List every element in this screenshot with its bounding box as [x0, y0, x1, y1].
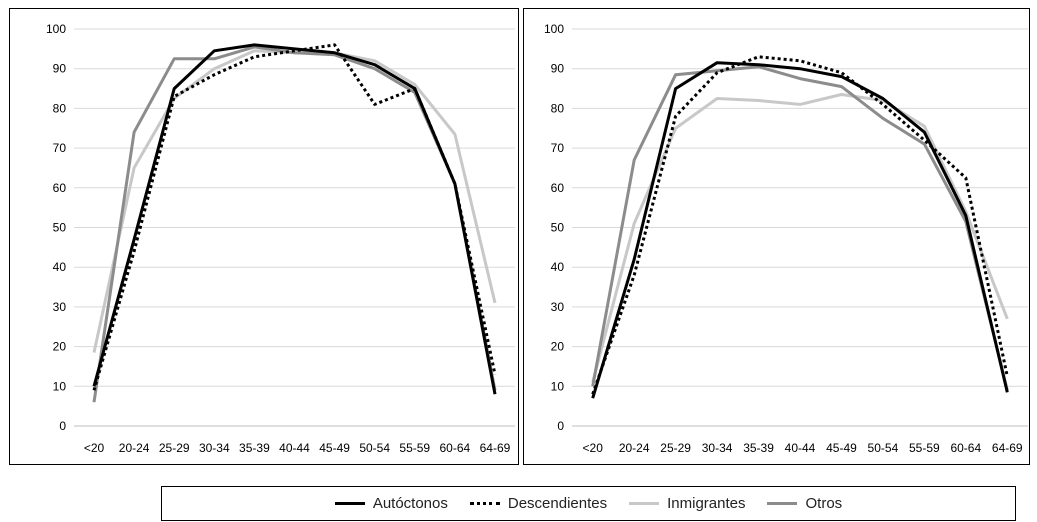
- right-chart-ytick-80: 80: [551, 101, 565, 115]
- right-chart-series-inmigrantes: [591, 93, 1009, 383]
- left-chart-ytick-0: 0: [59, 419, 66, 433]
- left-chart-xtick-64-69: 64-69: [480, 441, 511, 455]
- left-chart-xtick-25-29: 25-29: [159, 441, 190, 455]
- legend-item-otros: Otros: [767, 495, 842, 512]
- right-chart-xtick-40-44: 40-44: [785, 441, 816, 455]
- right-chart-xtick-20: <20: [583, 441, 604, 455]
- right-chart-xtick-64-69: 64-69: [992, 441, 1023, 455]
- right-chart-ytick-20: 20: [551, 340, 565, 354]
- right-chart-ytick-30: 30: [551, 300, 565, 314]
- left-chart-series-autoctonos: [92, 43, 497, 395]
- legend-item-inmigrantes: Inmigrantes: [629, 495, 745, 512]
- legend-item-descendientes: Descendientes: [469, 495, 608, 512]
- right-chart-panel: 0 10 20 30 40 50 60 70 80 90 100 <20 20-24 25-29 30-34…: [523, 8, 1030, 465]
- left-chart-xtick-30-34: 30-34: [199, 441, 230, 455]
- chart-legend: Autóctonos Descendientes Inmigrantes Otr…: [161, 486, 1016, 521]
- legend-swatch-descendientes: [469, 502, 500, 505]
- right-chart-ytick-50: 50: [551, 221, 565, 235]
- left-chart: 0 10 20 30 40 50 60 70 80 90 100 <20 20-24 25-29 30-34…: [46, 22, 515, 455]
- left-chart-ytick-30: 30: [53, 300, 67, 314]
- right-chart-series-otros: [591, 65, 1009, 391]
- legend-label-descendientes: Descendientes: [507, 495, 608, 512]
- right-chart-xtick-20-24: 20-24: [619, 441, 650, 455]
- right-chart-ytick-0: 0: [557, 419, 564, 433]
- left-chart-ytick-50: 50: [53, 221, 67, 235]
- left-chart-ytick-40: 40: [53, 260, 67, 274]
- legend-label-inmigrantes: Inmigrantes: [667, 495, 746, 512]
- legend-item-autoctonos: Autóctonos: [334, 495, 448, 512]
- left-chart-ytick-80: 80: [53, 101, 67, 115]
- left-chart-ytick-20: 20: [53, 340, 67, 354]
- right-chart-ytick-10: 10: [551, 379, 565, 393]
- left-chart-series-otros: [92, 45, 497, 403]
- left-chart-xtick-20: <20: [84, 441, 105, 455]
- right-chart-ytick-100: 100: [544, 22, 564, 36]
- right-chart-xtick-50-54: 50-54: [868, 441, 899, 455]
- right-chart-ytick-60: 60: [551, 181, 565, 195]
- right-chart-ytick-90: 90: [551, 62, 565, 76]
- left-chart-ytick-90: 90: [53, 62, 67, 76]
- right-chart-series-autoctonos: [591, 61, 1009, 399]
- right-chart-xtick-60-64: 60-64: [950, 441, 981, 455]
- right-chart-ytick-70: 70: [551, 141, 565, 155]
- legend-swatch-otros: [767, 502, 798, 505]
- right-chart-xtick-55-59: 55-59: [909, 441, 940, 455]
- left-chart-ytick-100: 100: [46, 22, 66, 36]
- right-chart-xtick-25-29: 25-29: [660, 441, 691, 455]
- left-chart-xtick-20-24: 20-24: [119, 441, 150, 455]
- right-chart-xtick-45-49: 45-49: [826, 441, 857, 455]
- left-chart-xtick-60-64: 60-64: [440, 441, 471, 455]
- legend-label-otros: Otros: [805, 495, 843, 512]
- right-chart-xtick-30-34: 30-34: [702, 441, 733, 455]
- left-chart-xtick-35-39: 35-39: [239, 441, 270, 455]
- left-chart-xtick-45-49: 45-49: [319, 441, 350, 455]
- legend-swatch-inmigrantes: [629, 502, 660, 505]
- left-chart-xtick-50-54: 50-54: [359, 441, 390, 455]
- left-chart-ytick-10: 10: [53, 379, 67, 393]
- right-chart-xtick-35-39: 35-39: [743, 441, 774, 455]
- legend-label-autoctonos: Autóctonos: [372, 495, 448, 512]
- right-chart: 0 10 20 30 40 50 60 70 80 90 100 <20 20-24 25-29 30-34…: [544, 22, 1028, 455]
- left-chart-ytick-60: 60: [53, 181, 67, 195]
- left-chart-xtick-55-59: 55-59: [399, 441, 430, 455]
- right-chart-series-descendientes: [591, 55, 1009, 395]
- left-chart-ytick-70: 70: [53, 141, 67, 155]
- left-chart-xtick-40-44: 40-44: [279, 441, 310, 455]
- right-chart-ytick-40: 40: [551, 260, 565, 274]
- left-chart-panel: 0 10 20 30 40 50 60 70 80 90 100 <20 20-24 25-29 30-34…: [9, 8, 519, 465]
- legend-swatch-autoctonos: [334, 502, 365, 505]
